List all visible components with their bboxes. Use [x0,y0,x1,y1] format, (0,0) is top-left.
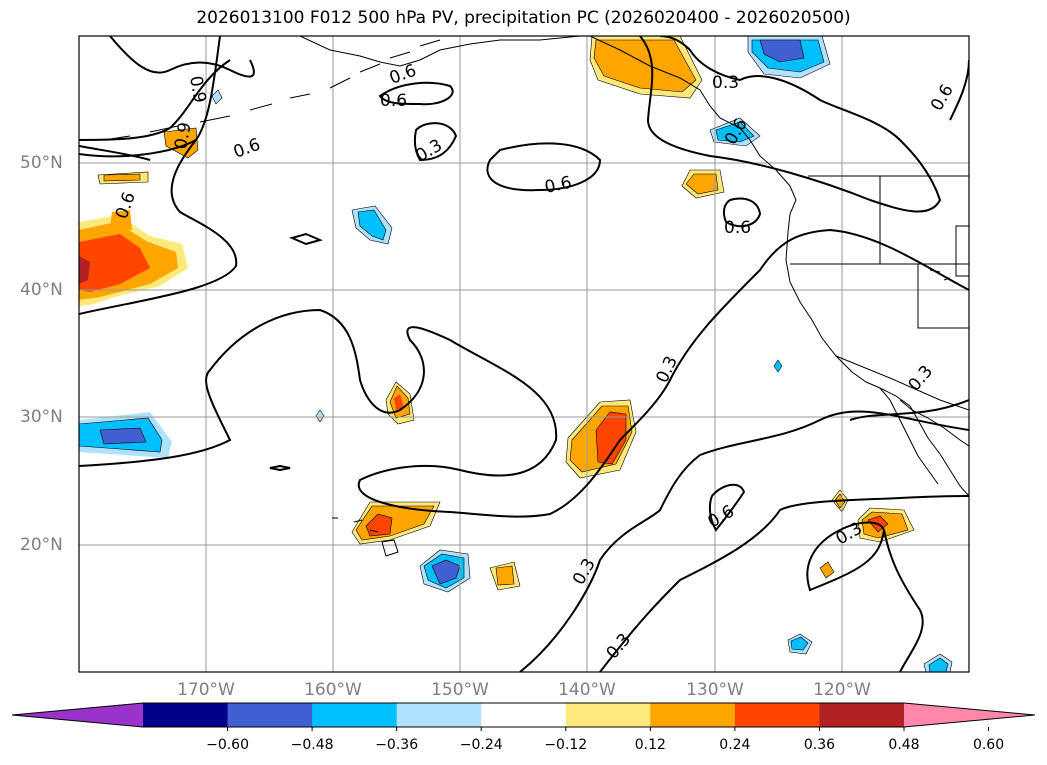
precip-negative-west-inner [99,427,147,445]
colorbar-segment [227,703,313,727]
colorbar-tick-label: −0.12 [544,737,588,753]
precip-positive-small [110,210,132,230]
precip-positive-west-peak [79,256,90,284]
precip-negative-small-2-core [928,657,949,672]
map-panel: 0.6 0.6 0.6 0.3 0.6 0.6 0.3 0.6 0.6 0.3 … [79,36,969,672]
colorbar [11,702,1036,731]
lat-label-30n: 30°N [20,407,63,427]
contour-0-3-south [519,410,969,672]
contour-0-6-bc2 [722,197,762,228]
colorbar-segment [819,703,905,727]
lon-label-140w: 140°W [558,680,616,700]
colorbar-tick-label: 0.48 [888,737,920,753]
pv-contours [79,36,969,672]
contour-0-3-small [413,122,458,162]
colorbar-tick-label: −0.60 [206,737,249,753]
precip-positive-16N-small [819,561,835,579]
precip-positive-17N-core [495,565,515,586]
lon-label-160w: 160°W [304,680,362,700]
lat-label-40n: 40°N [20,280,63,300]
precip-negative-dot-2 [773,359,783,373]
lon-label-150w: 150°W [431,680,489,700]
precip-positive-28N-inner [595,411,627,465]
contour-0-9 [79,59,231,141]
contour-label: 0.9 [185,74,209,104]
map-frame [78,35,970,673]
contour-0-6-pv-center [486,142,602,192]
precip-negative-top-inner [759,39,805,63]
precip-positive-west-inner [79,234,150,292]
contour-0-3-east [883,529,924,672]
contour-0-6-bc [639,36,942,213]
contour-0-3-midpac [79,228,969,518]
precip-shading [79,36,953,672]
contour-0-6-west [79,36,238,315]
colorbar-tick-label: −0.36 [375,737,419,753]
contour-label: 0.6 [380,91,407,111]
precip-negative-dot-3 [211,89,223,105]
contour-label: 0.6 [724,218,751,238]
precip-negative-small-1-core [790,636,809,651]
colorbar-tick-label: 0.36 [803,737,836,753]
colorbar-segment [143,703,229,727]
colorbar-segment [481,703,567,727]
colorbar-tick-label: 0.24 [719,737,751,753]
contour-label: 0.3 [712,73,739,93]
precip-positive-31N-inner [394,394,404,410]
contour-0-6-mid [708,483,746,532]
precip-positive-gulf-core [593,39,697,93]
colorbar-tick-label: −0.48 [290,737,334,753]
contour-small-2 [269,464,291,472]
colorbar-extend-min [12,703,143,727]
lon-label-170w: 170°W [177,680,235,700]
colorbar-segment [734,703,820,727]
colorbar-tick-label: 0.60 [972,737,1005,753]
contour-0-3-island [806,521,886,592]
lon-label-120w: 120°W [813,680,871,700]
colorbar-tick-label: −0.24 [459,737,503,753]
precip-negative-52N-core [715,121,755,143]
precip-negative-dot-1 [315,409,325,423]
contour-small-1 [289,232,323,246]
lat-label-50n: 50°N [20,153,63,173]
contour-0-3-se [599,495,969,672]
contour-0-6-northwest [79,36,255,158]
precip-positive-49N-core [685,173,719,195]
colorbar-segment [565,703,651,727]
colorbar-segment [650,703,736,727]
precip-negative-45N-core [357,209,387,241]
colorbar-extend-max [904,703,1035,727]
colorbar-tick-label: 0.12 [634,737,666,753]
contour-label: 0.9 [171,121,195,151]
contour-0-3-ca [849,399,969,421]
contour-0-6-n [378,81,454,106]
lon-label-130w: 130°W [686,680,744,700]
colorbar-segment [396,703,482,727]
lat-label-20n: 20°N [20,535,63,555]
colorbar-outline [11,702,1036,728]
precip-negative-18N-inner [431,559,461,585]
colorbar-segment [312,703,398,727]
precip-positive-52N [163,127,199,159]
contour-0-6-west2 [79,145,151,161]
figure-title: 2026013100 F012 500 hPa PV, precipitatio… [196,8,851,28]
precip-positive-47N-core [103,173,141,182]
